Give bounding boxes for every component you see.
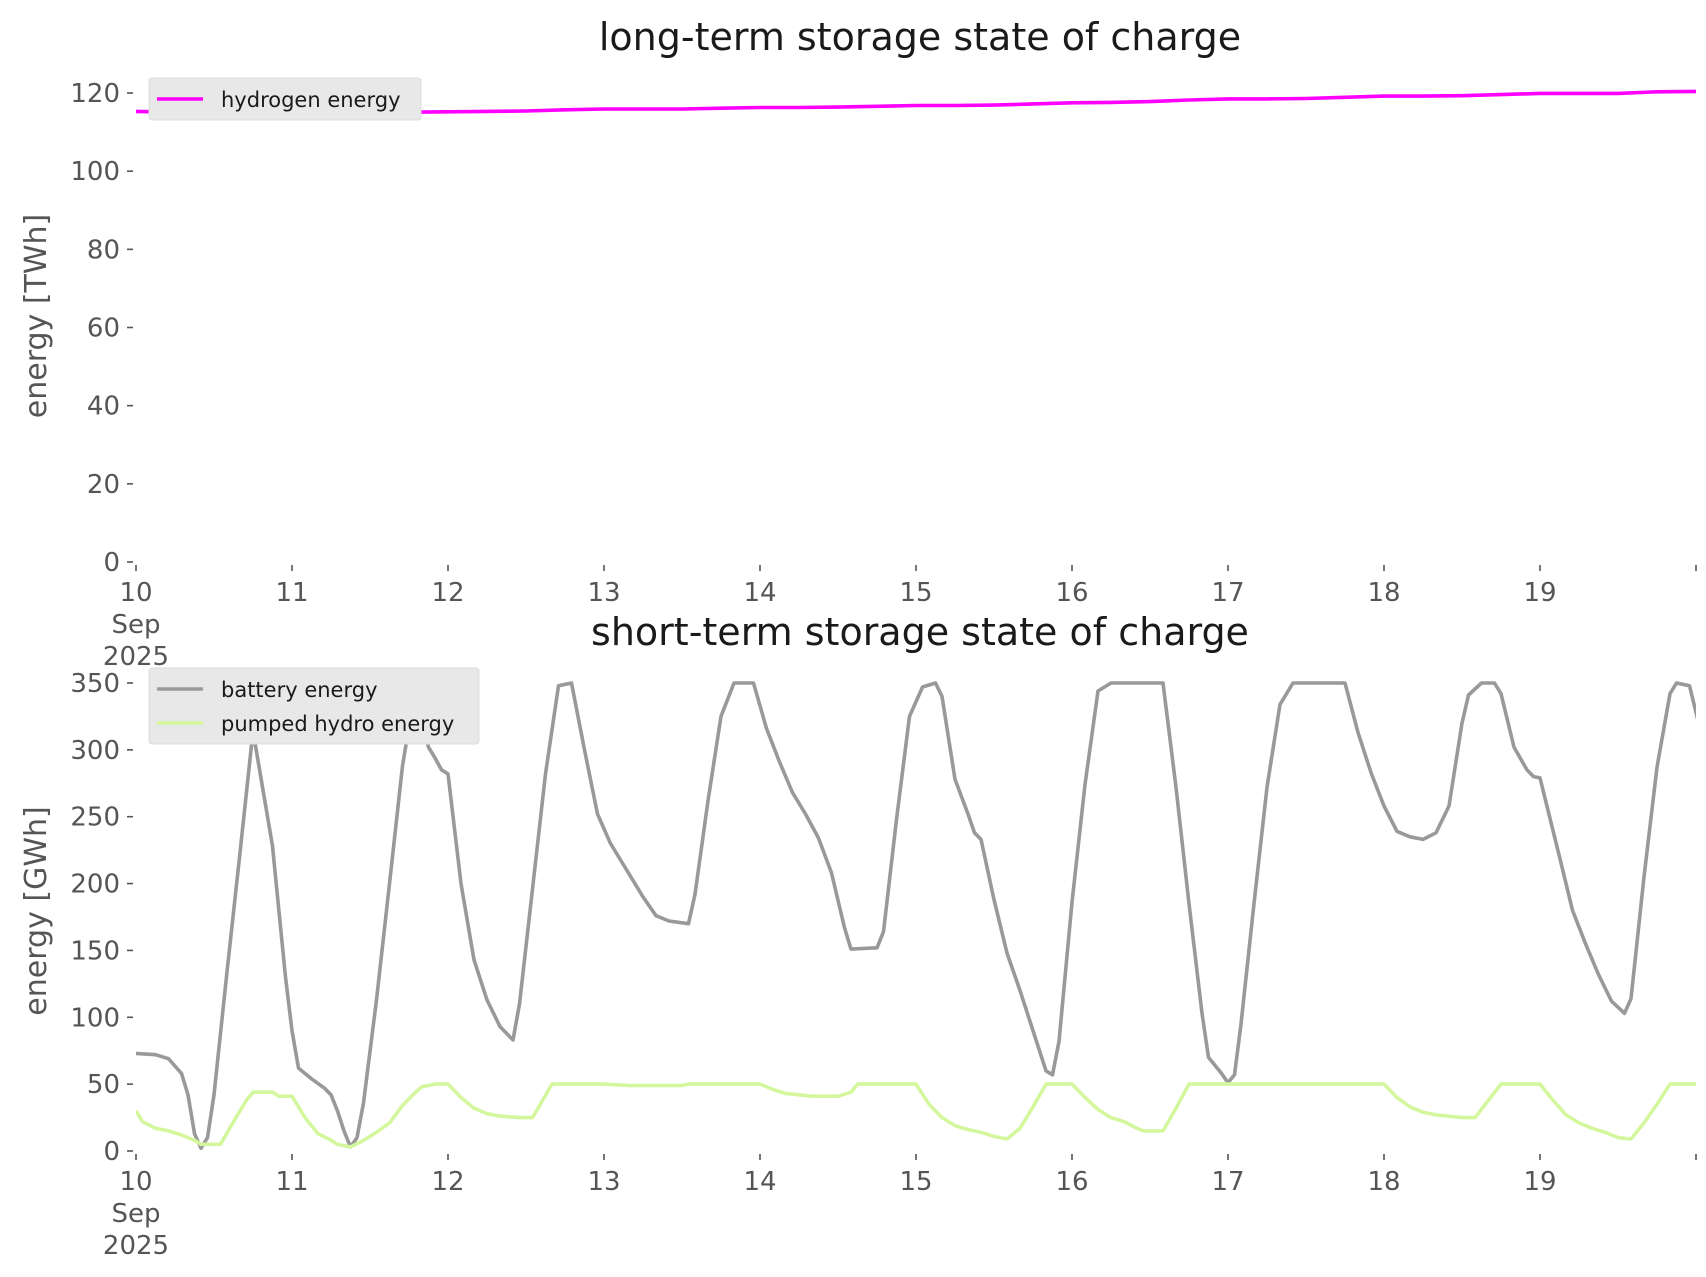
y-tick-label: 50 bbox=[87, 1070, 120, 1100]
y-tick-label: 80 bbox=[87, 235, 120, 265]
y-tick-label: 40 bbox=[87, 392, 120, 422]
short-term-legend: battery energy pumped hydro energy bbox=[148, 667, 480, 745]
short-term-y-axis-label: energy [GWh] bbox=[19, 806, 54, 1015]
series-line-pumped-hydro-energy bbox=[136, 1082, 1696, 1149]
y-tick-label: 100 bbox=[70, 1003, 120, 1033]
x-tick-label: 16 bbox=[1055, 1167, 1088, 1197]
y-tick-label: 60 bbox=[87, 314, 120, 344]
x-tick-label: 11 bbox=[275, 578, 308, 608]
legend-label: pumped hydro energy bbox=[221, 712, 454, 736]
y-tick-label: 300 bbox=[70, 736, 120, 766]
x-tick-label: 14 bbox=[743, 1167, 776, 1197]
legend-box bbox=[148, 667, 480, 745]
long-term-y-axis-label: energy [TWh] bbox=[19, 214, 54, 418]
x-tick-label: 17 bbox=[1211, 1167, 1244, 1197]
long-term-ticks: 0 20 40 60 80 100 120 10 Sep 2025 11 12 13 14 15 16 17 18… bbox=[70, 79, 1697, 672]
x-tick-label: 13 bbox=[587, 578, 620, 608]
long-term-chart-title: long-term storage state of charge bbox=[599, 15, 1241, 59]
short-term-lines bbox=[136, 681, 1696, 1151]
x-tick-label: 18 bbox=[1367, 578, 1400, 608]
y-tick-label: 150 bbox=[70, 936, 120, 966]
x-tick-label: 17 bbox=[1211, 578, 1244, 608]
x-tick-label: 12 bbox=[431, 1167, 464, 1197]
x-tick-label: 12 bbox=[431, 578, 464, 608]
y-tick-label: 20 bbox=[87, 470, 120, 500]
x-tick-label: 19 bbox=[1523, 578, 1556, 608]
long-term-chart: long-term storage state of charge energy… bbox=[19, 15, 1697, 672]
short-term-chart-title: short-term storage state of charge bbox=[591, 610, 1249, 654]
x-tick-label: 10 Sep 2025 bbox=[103, 1167, 169, 1261]
legend-box bbox=[148, 77, 422, 121]
short-term-ticks: 0 50 100 150 200 250 300 350 10 Sep 2025 11 12 13 14 15… bbox=[70, 669, 1697, 1261]
series-line-battery-energy bbox=[136, 681, 1696, 1151]
y-tick-label: 250 bbox=[70, 803, 120, 833]
x-tick-label: 11 bbox=[275, 1167, 308, 1197]
x-tick-label: 16 bbox=[1055, 578, 1088, 608]
short-term-chart: short-term storage state of charge energ… bbox=[19, 610, 1697, 1261]
x-tick-label: 14 bbox=[743, 578, 776, 608]
y-tick-label: 0 bbox=[103, 1137, 120, 1167]
y-tick-label: 100 bbox=[70, 157, 120, 187]
x-tick-label: 15 bbox=[899, 1167, 932, 1197]
legend-label: battery energy bbox=[221, 678, 378, 702]
x-tick-label: 19 bbox=[1523, 1167, 1556, 1197]
y-tick-label: 200 bbox=[70, 870, 120, 900]
x-tick-label: 18 bbox=[1367, 1167, 1400, 1197]
y-tick-label: 350 bbox=[70, 669, 120, 699]
y-tick-label: 0 bbox=[103, 548, 120, 578]
x-tick-label: 15 bbox=[899, 578, 932, 608]
x-tick-label: 10 Sep 2025 bbox=[103, 578, 169, 672]
x-tick-label: 13 bbox=[587, 1167, 620, 1197]
legend-label: hydrogen energy bbox=[221, 88, 401, 112]
y-tick-label: 120 bbox=[70, 79, 120, 109]
long-term-legend: hydrogen energy bbox=[148, 77, 422, 121]
